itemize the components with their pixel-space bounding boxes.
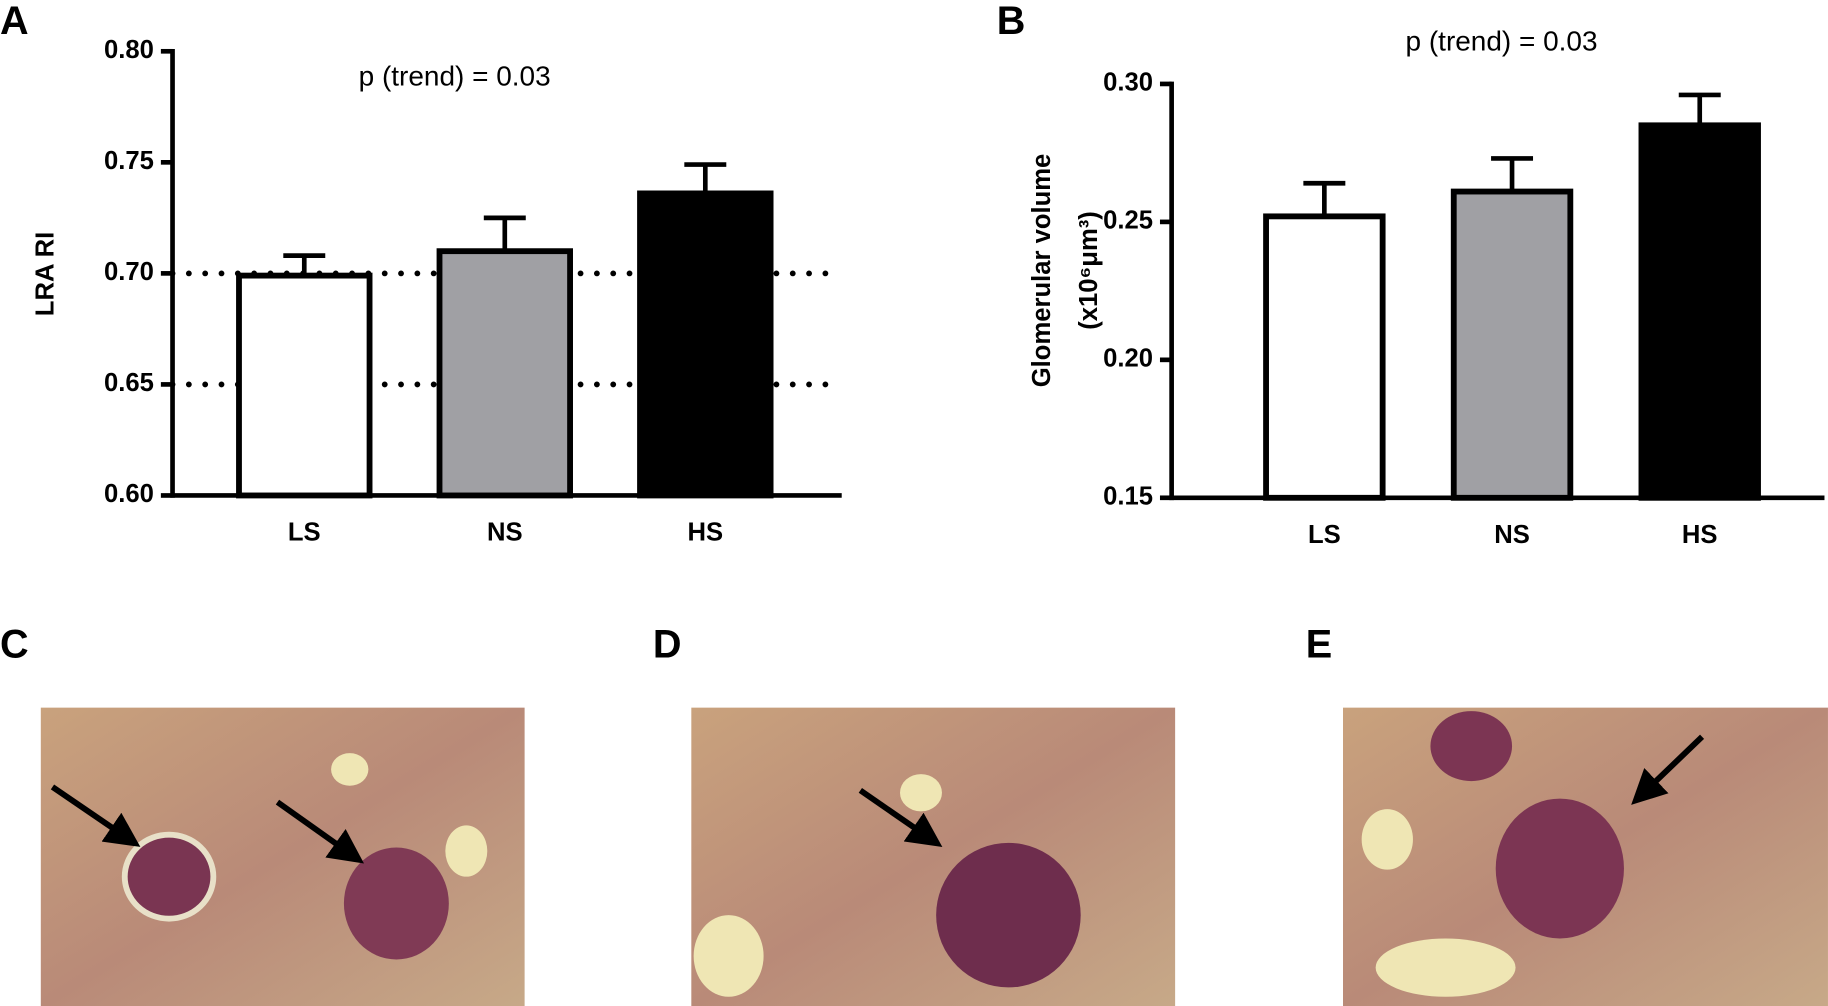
y-tick-label: 0.15: [1103, 483, 1153, 511]
x-tick-label: HS: [1682, 521, 1718, 549]
bar: [1263, 213, 1386, 501]
panel-letter: B: [997, 0, 1026, 43]
y-tick-label: 0.75: [104, 147, 154, 175]
panel-letter: D: [653, 622, 682, 666]
x-tick-label: NS: [1494, 521, 1530, 549]
bar: [436, 248, 573, 499]
annotation: p (trend) = 0.03: [359, 60, 551, 91]
bar: [1638, 122, 1761, 501]
y-tick-label: 0.65: [104, 369, 154, 397]
micrograph-d: [691, 707, 1176, 1006]
y-tick-label: 0.20: [1103, 345, 1153, 373]
bar: [1450, 188, 1574, 501]
y-axis-label: LRA RI: [31, 232, 59, 316]
bar: [637, 190, 774, 499]
y-tick-label: 0.80: [104, 36, 154, 64]
y-tick-label: 0.30: [1103, 69, 1153, 97]
y-tick-label: 0.70: [104, 258, 154, 286]
panel-letter: E: [1306, 622, 1332, 666]
bar: [236, 272, 373, 499]
x-tick-label: LS: [1308, 521, 1341, 549]
y-tick-label: 0.25: [1103, 207, 1153, 235]
x-tick-label: HS: [688, 519, 724, 547]
x-tick-label: LS: [288, 519, 321, 547]
y-axis-label: (x10⁶μm³): [1075, 211, 1103, 330]
annotation: p (trend) = 0.03: [1406, 26, 1598, 57]
micrograph-e: [1343, 707, 1828, 1006]
micrograph-c: [40, 707, 525, 1006]
panel-letter: A: [0, 0, 29, 43]
x-tick-label: NS: [487, 519, 523, 547]
panel-letter: C: [0, 622, 29, 666]
y-axis-label: Glomerular volume: [1028, 154, 1056, 388]
y-tick-label: 0.60: [104, 480, 154, 508]
